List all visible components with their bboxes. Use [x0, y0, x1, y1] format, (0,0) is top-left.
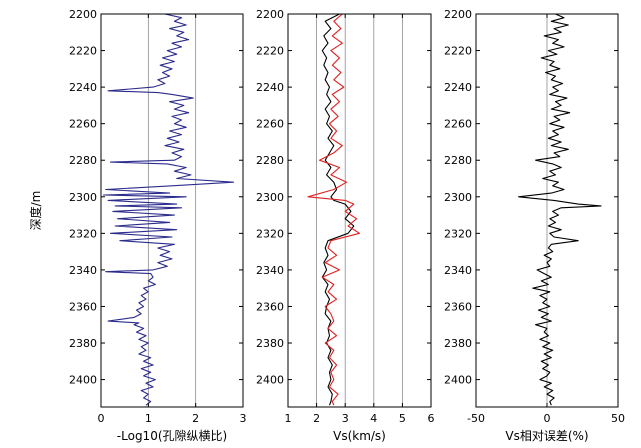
shear-velocity-panel: 1 2 3 4 5 6 2200 2220 2240 2260 2280 2300 2320 2340 23… — [256, 8, 435, 443]
y-tick-label: 2340 — [444, 264, 472, 277]
x-tick-label: 2 — [192, 412, 199, 425]
y-tick-label: 2320 — [69, 227, 97, 240]
panel-1-x-axis-label: -Log10(孔隙纵横比) — [117, 429, 227, 443]
x-tick-label: 50 — [611, 412, 625, 425]
y-tick-label: 2400 — [444, 374, 472, 387]
y-tick-label: 2240 — [256, 81, 284, 94]
panel-3-x-axis-label: Vs相对误差(%) — [505, 429, 588, 443]
y-tick-label: 2340 — [256, 264, 284, 277]
y-tick-label: 2220 — [256, 45, 284, 58]
panel-3-ticks: -50 0 50 2200 2220 2240 2260 2280 2300 2320 2340 23… — [444, 8, 625, 425]
porosity-aspect-ratio-panel: 0 1 2 3 2200 2220 2240 2260 2280 2300 2320 2340 2360… — [28, 8, 247, 443]
series-line-2 — [307, 13, 361, 406]
y-tick-label: 2260 — [444, 118, 472, 131]
panel-3-traces — [518, 13, 602, 406]
x-tick-label: 2 — [313, 412, 320, 425]
y-tick-label: 2320 — [444, 227, 472, 240]
panel-1-ticks: 0 1 2 3 2200 2220 2240 2260 2280 2300 2320 2340 2360… — [69, 8, 247, 425]
y-tick-label: 2240 — [444, 81, 472, 94]
x-tick-label: 5 — [399, 412, 406, 425]
y-tick-label: 2380 — [69, 337, 97, 350]
x-tick-label: 3 — [342, 412, 349, 425]
x-tick-label: 1 — [285, 412, 292, 425]
y-tick-label: 2360 — [256, 300, 284, 313]
y-tick-label: 2320 — [256, 227, 284, 240]
x-tick-label: 3 — [240, 412, 247, 425]
panel-2-traces — [307, 13, 361, 406]
x-tick-label: -50 — [467, 412, 485, 425]
panel-2-grid — [316, 14, 403, 407]
y-tick-label: 2220 — [444, 45, 472, 58]
y-tick-label: 2300 — [444, 191, 472, 204]
panel-1-grid — [147, 14, 197, 407]
y-tick-label: 2360 — [444, 300, 472, 313]
panel-1-y-axis-label: 深度/m — [28, 191, 43, 231]
series-line-1 — [102, 13, 235, 406]
y-tick-label: 2380 — [256, 337, 284, 350]
y-tick-label: 2200 — [69, 8, 97, 21]
y-tick-label: 2280 — [256, 154, 284, 167]
series-line-1 — [321, 13, 355, 406]
y-tick-label: 2400 — [69, 374, 97, 387]
y-tick-label: 2300 — [69, 191, 97, 204]
panel-2-x-axis-label: Vs(km/s) — [333, 429, 386, 443]
y-tick-label: 2400 — [256, 374, 284, 387]
panel-2-ticks: 1 2 3 4 5 6 2200 2220 2240 2260 2280 2300 2320 2340 23… — [256, 8, 435, 425]
x-tick-label: 0 — [98, 412, 105, 425]
y-tick-label: 2240 — [69, 81, 97, 94]
y-tick-label: 2200 — [444, 8, 472, 21]
x-tick-label: 4 — [370, 412, 377, 425]
y-tick-label: 2260 — [69, 118, 97, 131]
panel-1-traces — [102, 13, 235, 406]
panel-2-frame — [287, 13, 432, 408]
panel-1-frame — [100, 13, 244, 408]
x-tick-label: 6 — [428, 412, 435, 425]
y-tick-label: 2340 — [69, 264, 97, 277]
y-tick-label: 2220 — [69, 45, 97, 58]
y-tick-label: 2380 — [444, 337, 472, 350]
y-tick-label: 2280 — [69, 154, 97, 167]
y-tick-label: 2360 — [69, 300, 97, 313]
series-line-1 — [518, 13, 602, 406]
y-tick-label: 2300 — [256, 191, 284, 204]
x-tick-label: 0 — [544, 412, 551, 425]
y-tick-label: 2200 — [256, 8, 284, 21]
y-tick-label: 2260 — [256, 118, 284, 131]
vs-relative-error-panel: -50 0 50 2200 2220 2240 2260 2280 2300 2320 2340 23… — [444, 8, 625, 443]
y-tick-label: 2280 — [444, 154, 472, 167]
x-tick-label: 1 — [145, 412, 152, 425]
